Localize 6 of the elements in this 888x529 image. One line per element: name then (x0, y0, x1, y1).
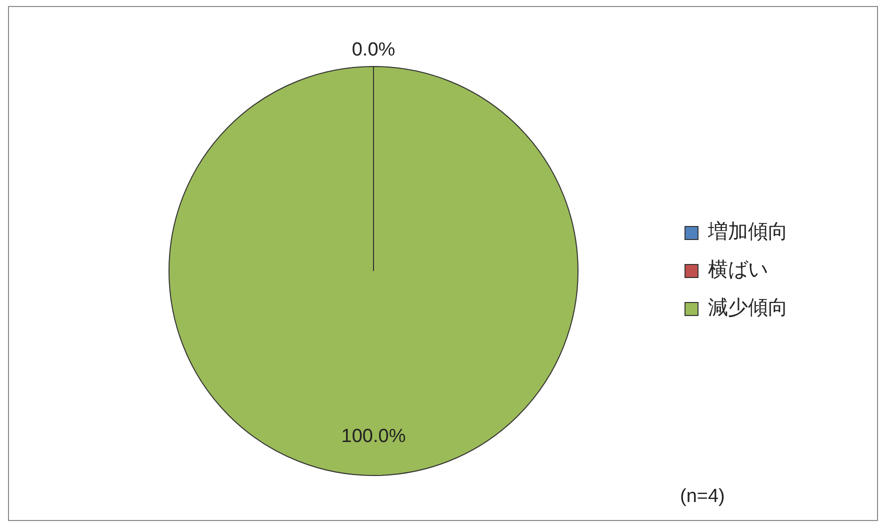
data-label: 100.0% (341, 426, 406, 447)
legend-label: 横ばい (708, 257, 768, 282)
text: (n=4) (680, 486, 725, 508)
legend-label: 減少傾向 (708, 295, 788, 320)
text: 0.0% (352, 40, 396, 61)
legend-label: 増加傾向 (707, 219, 788, 244)
